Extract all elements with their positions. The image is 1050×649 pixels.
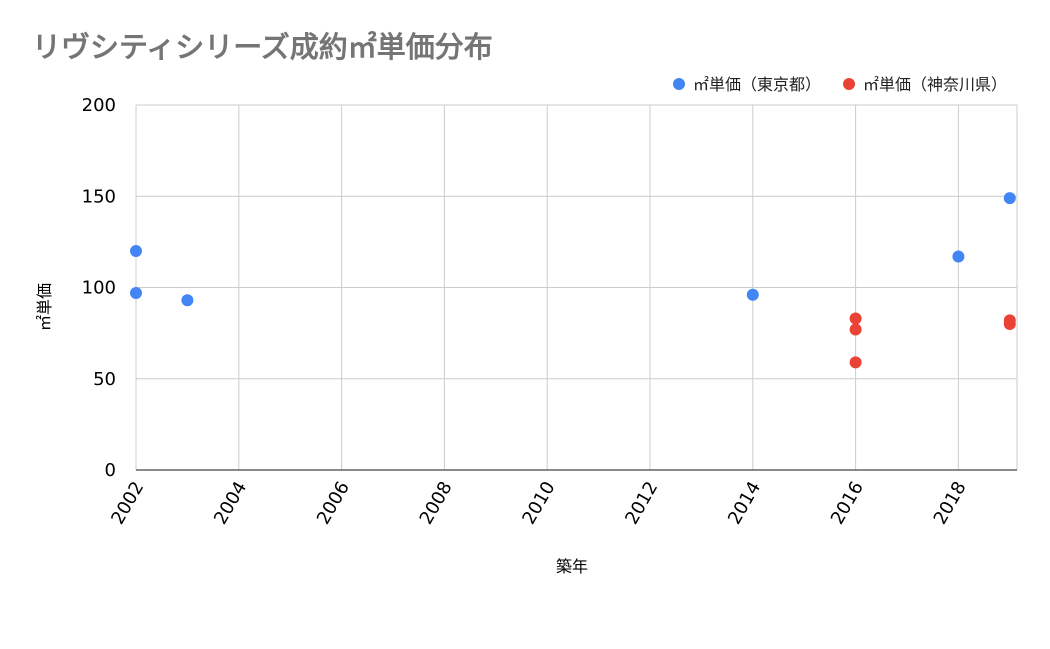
data-point xyxy=(746,288,759,301)
data-point xyxy=(849,323,862,336)
x-tick-label: 2016 xyxy=(827,478,868,528)
x-tick-label: 2004 xyxy=(210,478,251,528)
legend-label: ㎡単価（東京都） xyxy=(693,75,821,94)
gridlines xyxy=(135,104,1018,470)
data-point xyxy=(952,250,965,263)
y-tick-label: 0 xyxy=(105,460,116,481)
y-tick-label: 100 xyxy=(82,278,116,299)
y-tick-label: 50 xyxy=(93,369,116,390)
x-tick-label: 2002 xyxy=(107,478,148,528)
legend-marker xyxy=(673,78,685,90)
tick-labels: 0 50 100 150 200 2002 2004 2006 2008 2010 2012 2014… xyxy=(82,95,971,528)
data-points xyxy=(130,192,1016,369)
y-tick-label: 150 xyxy=(82,186,116,207)
data-point xyxy=(1003,192,1016,205)
y-axis-title: ㎡単価 xyxy=(35,283,54,331)
y-tick-label: 200 xyxy=(82,95,116,116)
x-axis-title: 築年 xyxy=(556,557,588,576)
chart-title: リヴシティシリーズ成約㎡単価分布 xyxy=(32,30,493,64)
data-point xyxy=(849,312,862,325)
x-tick-label: 2008 xyxy=(416,478,457,528)
x-tick-label: 2006 xyxy=(313,478,354,528)
x-tick-label: 2014 xyxy=(724,478,765,528)
data-point xyxy=(1003,318,1016,330)
legend: ㎡単価（東京都） ㎡単価（神奈川県） xyxy=(673,75,1007,94)
data-point xyxy=(849,356,862,369)
data-point xyxy=(181,294,194,307)
data-point xyxy=(130,245,142,257)
data-point xyxy=(130,286,142,299)
x-tick-label: 2018 xyxy=(930,478,971,528)
x-tick-label: 2010 xyxy=(518,478,559,528)
legend-marker xyxy=(843,78,856,90)
legend-label: ㎡単価（神奈川県） xyxy=(863,75,1007,94)
x-tick-label: 2012 xyxy=(621,478,662,528)
